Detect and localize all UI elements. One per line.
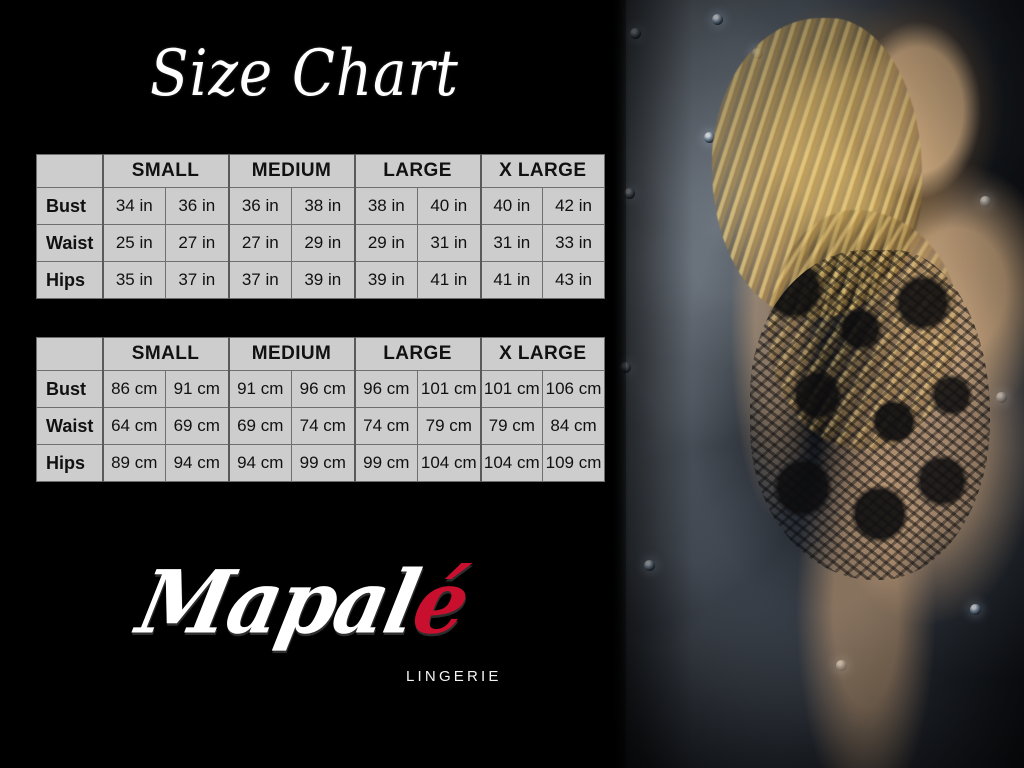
cell: 84 cm	[542, 407, 606, 445]
cell: 31 in	[417, 224, 482, 262]
cell: 69 cm	[165, 407, 229, 445]
table-row: Waist 25 in 27 in 27 in 29 in 29 in 31 i…	[36, 224, 606, 262]
row-label-hips: Hips	[36, 261, 103, 299]
cell: 79 cm	[417, 407, 482, 445]
cell: 96 cm	[290, 370, 356, 408]
cell: 37 in	[227, 261, 292, 299]
row-label-waist: Waist	[36, 224, 103, 262]
cell: 86 cm	[101, 370, 166, 408]
table-row: Hips 35 in 37 in 37 in 39 in 39 in 41 in…	[36, 261, 606, 299]
cell: 106 cm	[542, 370, 606, 408]
cell: 38 in	[353, 187, 419, 225]
cell: 40 in	[479, 187, 544, 225]
brand-name-main: Mapal	[129, 552, 427, 654]
row-label-bust: Bust	[36, 370, 103, 408]
cell: 37 in	[165, 261, 229, 299]
table-header-row: SMALL MEDIUM LARGE X LARGE	[36, 337, 606, 371]
table-corner-cell	[36, 154, 103, 188]
cell: 89 cm	[101, 444, 166, 482]
cell: 27 in	[227, 224, 292, 262]
table-row: Bust 86 cm 91 cm 91 cm 96 cm 96 cm 101 c…	[36, 370, 606, 408]
page-title: Size Chart	[150, 37, 459, 111]
size-table-inches: SMALL MEDIUM LARGE X LARGE Bust 34 in 36…	[36, 154, 606, 299]
cell: 34 in	[101, 187, 166, 225]
cell: 35 in	[101, 261, 166, 299]
size-header-medium: MEDIUM	[227, 337, 356, 371]
cell: 42 in	[542, 187, 606, 225]
cell: 104 cm	[479, 444, 544, 482]
cell: 36 in	[227, 187, 292, 225]
cell: 74 cm	[353, 407, 419, 445]
row-label-waist: Waist	[36, 407, 103, 445]
cell: 39 in	[353, 261, 419, 299]
size-header-xlarge: X LARGE	[479, 154, 606, 188]
cell: 25 in	[101, 224, 166, 262]
brand-logo: Mapalé LINGERIE	[118, 552, 518, 708]
cell: 104 cm	[417, 444, 482, 482]
cell: 99 cm	[353, 444, 419, 482]
cell: 27 in	[165, 224, 229, 262]
tufted-button-icon	[644, 560, 655, 571]
lace-bodysuit	[750, 250, 990, 580]
cell: 41 in	[417, 261, 482, 299]
cell: 96 cm	[353, 370, 419, 408]
size-header-large: LARGE	[353, 337, 482, 371]
size-table-centimeters: SMALL MEDIUM LARGE X LARGE Bust 86 cm 91…	[36, 337, 606, 482]
size-header-xlarge: X LARGE	[479, 337, 606, 371]
cell: 94 cm	[165, 444, 229, 482]
cell: 94 cm	[227, 444, 292, 482]
cell: 101 cm	[417, 370, 482, 408]
table-row: Hips 89 cm 94 cm 94 cm 99 cm 99 cm 104 c…	[36, 444, 606, 482]
row-label-bust: Bust	[36, 187, 103, 225]
cell: 101 cm	[479, 370, 544, 408]
cell: 41 in	[479, 261, 544, 299]
cell: 69 cm	[227, 407, 292, 445]
brand-name: Mapalé	[129, 552, 476, 654]
cell: 43 in	[542, 261, 606, 299]
cell: 33 in	[542, 224, 606, 262]
size-header-small: SMALL	[101, 337, 229, 371]
table-header-row: SMALL MEDIUM LARGE X LARGE	[36, 154, 606, 188]
cell: 39 in	[290, 261, 356, 299]
cell: 36 in	[165, 187, 229, 225]
brand-wordmark: Mapalé	[118, 552, 518, 673]
size-header-medium: MEDIUM	[227, 154, 356, 188]
tufted-button-icon	[630, 28, 641, 39]
brand-subtitle: LINGERIE	[406, 668, 502, 685]
cell: 79 cm	[479, 407, 544, 445]
size-header-small: SMALL	[101, 154, 229, 188]
row-label-hips: Hips	[36, 444, 103, 482]
cell: 109 cm	[542, 444, 606, 482]
table-row: Waist 64 cm 69 cm 69 cm 74 cm 74 cm 79 c…	[36, 407, 606, 445]
cell: 40 in	[417, 187, 482, 225]
cell: 29 in	[290, 224, 356, 262]
cell: 31 in	[479, 224, 544, 262]
cell: 91 cm	[227, 370, 292, 408]
model-photo	[600, 0, 1024, 768]
cell: 74 cm	[290, 407, 356, 445]
cell: 29 in	[353, 224, 419, 262]
cell: 91 cm	[165, 370, 229, 408]
table-corner-cell	[36, 337, 103, 371]
table-row: Bust 34 in 36 in 36 in 38 in 38 in 40 in…	[36, 187, 606, 225]
cell: 38 in	[290, 187, 356, 225]
cell: 99 cm	[290, 444, 356, 482]
cell: 64 cm	[101, 407, 166, 445]
size-header-large: LARGE	[353, 154, 482, 188]
